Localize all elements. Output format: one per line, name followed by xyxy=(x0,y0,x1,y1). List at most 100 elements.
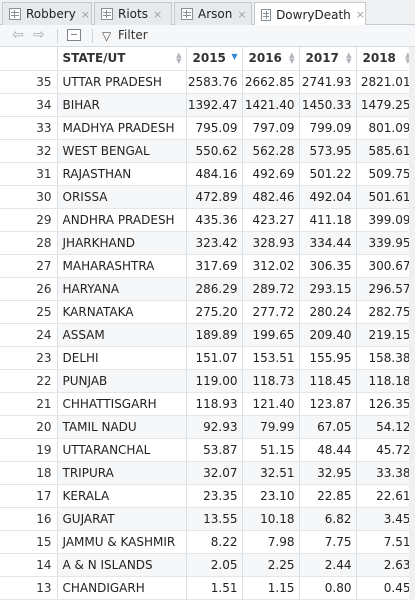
value-2015-cell: 286.29 xyxy=(186,277,242,300)
vertical-scrollbar[interactable] xyxy=(409,47,415,600)
value-2017-cell: 2741.93 xyxy=(299,70,356,93)
value-2018-cell: 509.75 xyxy=(356,162,415,185)
table-row: 35 UTTAR PRADESH 2583.76 2662.85 2741.93 2821… xyxy=(0,70,415,93)
value-2016-cell: 118.73 xyxy=(242,369,299,392)
state-cell: ANDHRA PRADESH xyxy=(57,208,186,231)
row-index-header xyxy=(0,47,57,70)
value-2015-cell: 484.16 xyxy=(186,162,242,185)
state-cell: CHANDIGARH xyxy=(57,576,186,599)
state-cell: WEST BENGAL xyxy=(57,139,186,162)
value-2016-cell: 1421.40 xyxy=(242,93,299,116)
close-icon[interactable]: × xyxy=(153,8,162,21)
table-row: 23 DELHI 151.07 153.51 155.95 158.38 xyxy=(0,346,415,369)
value-2017-cell: 67.05 xyxy=(299,415,356,438)
value-2016-cell: 1.15 xyxy=(242,576,299,599)
value-2018-cell: 7.51 xyxy=(356,530,415,553)
tab-label: DowryDeath xyxy=(276,8,351,22)
tab-robbery[interactable]: Robbery × xyxy=(2,2,92,25)
value-2016-cell: 482.46 xyxy=(242,185,299,208)
value-2017-cell: 293.15 xyxy=(299,277,356,300)
value-2015-cell: 92.93 xyxy=(186,415,242,438)
row-index-cell: 25 xyxy=(0,300,57,323)
filter-button[interactable]: Filter xyxy=(118,28,148,42)
value-2015-cell: 2.05 xyxy=(186,553,242,576)
row-index-cell: 16 xyxy=(0,507,57,530)
row-index-cell: 30 xyxy=(0,185,57,208)
value-2016-cell: 7.98 xyxy=(242,530,299,553)
state-cell: KARNATAKA xyxy=(57,300,186,323)
table-icon xyxy=(181,8,193,20)
row-index-cell: 19 xyxy=(0,438,57,461)
column-header-label: 2016 xyxy=(249,51,282,65)
tab-label: Arson xyxy=(198,7,232,21)
value-2017-cell: 0.80 xyxy=(299,576,356,599)
value-2016-cell: 562.28 xyxy=(242,139,299,162)
header-row: STATE/UT ▲ ▼ 2015 ▼ 2016 ▲ ▼ 2017 ▲ ▼ 2018 … xyxy=(0,47,415,70)
value-2016-cell: 277.72 xyxy=(242,300,299,323)
close-icon[interactable]: × xyxy=(81,8,90,21)
table-row: 18 TRIPURA 32.07 32.51 32.95 33.38 xyxy=(0,461,415,484)
value-2016-cell: 32.51 xyxy=(242,461,299,484)
tab-bar: Robbery × Riots × Arson × DowryDeath × xyxy=(0,0,415,25)
state-cell: UTTARANCHAL xyxy=(57,438,186,461)
row-index-cell: 26 xyxy=(0,277,57,300)
show-in-window-icon[interactable] xyxy=(67,29,81,41)
row-index-cell: 14 xyxy=(0,553,57,576)
column-header-label: STATE/UT xyxy=(63,51,126,65)
data-table: STATE/UT ▲ ▼ 2015 ▼ 2016 ▲ ▼ 2017 ▲ ▼ 2018 … xyxy=(0,47,415,600)
value-2017-cell: 118.45 xyxy=(299,369,356,392)
value-2017-cell: 32.95 xyxy=(299,461,356,484)
state-cell: GUJARAT xyxy=(57,507,186,530)
row-index-cell: 35 xyxy=(0,70,57,93)
value-2018-cell: 54.12 xyxy=(356,415,415,438)
arrow-left-icon[interactable]: ⇦ xyxy=(12,27,24,43)
state-cell: UTTAR PRADESH xyxy=(57,70,186,93)
table-row: 14 A & N ISLANDS 2.05 2.25 2.44 2.63 xyxy=(0,553,415,576)
column-header-2016[interactable]: 2016 ▲ ▼ xyxy=(242,47,299,70)
value-2018-cell: 585.61 xyxy=(356,139,415,162)
value-2015-cell: 189.89 xyxy=(186,323,242,346)
value-2015-cell: 13.55 xyxy=(186,507,242,530)
table-row: 32 WEST BENGAL 550.62 562.28 573.95 585.61 xyxy=(0,139,415,162)
tab-riots[interactable]: Riots × xyxy=(94,2,172,25)
tab-dowrydeath[interactable]: DowryDeath × xyxy=(254,2,366,26)
value-2015-cell: 550.62 xyxy=(186,139,242,162)
column-header-2017[interactable]: 2017 ▲ ▼ xyxy=(299,47,356,70)
value-2017-cell: 501.22 xyxy=(299,162,356,185)
close-icon[interactable]: × xyxy=(237,8,246,21)
value-2016-cell: 10.18 xyxy=(242,507,299,530)
state-cell: RAJASTHAN xyxy=(57,162,186,185)
state-cell: JAMMU & KASHMIR xyxy=(57,530,186,553)
table-row: 25 KARNATAKA 275.20 277.72 280.24 282.75 xyxy=(0,300,415,323)
value-2016-cell: 79.99 xyxy=(242,415,299,438)
row-index-cell: 22 xyxy=(0,369,57,392)
table-row: 24 ASSAM 189.89 199.65 209.40 219.15 xyxy=(0,323,415,346)
row-index-cell: 27 xyxy=(0,254,57,277)
column-header-state[interactable]: STATE/UT ▲ ▼ xyxy=(57,47,186,70)
value-2017-cell: 573.95 xyxy=(299,139,356,162)
value-2015-cell: 275.20 xyxy=(186,300,242,323)
value-2015-cell: 317.69 xyxy=(186,254,242,277)
tab-arson[interactable]: Arson × xyxy=(174,2,252,25)
state-cell: ORISSA xyxy=(57,185,186,208)
funnel-icon[interactable]: ▽ xyxy=(102,29,111,43)
table-row: 27 MAHARASHTRA 317.69 312.02 306.35 300.67 xyxy=(0,254,415,277)
value-2015-cell: 32.07 xyxy=(186,461,242,484)
column-header-2015[interactable]: 2015 ▼ xyxy=(186,47,242,70)
arrow-right-icon[interactable]: ⇨ xyxy=(33,27,45,43)
state-cell: TAMIL NADU xyxy=(57,415,186,438)
value-2015-cell: 1.51 xyxy=(186,576,242,599)
value-2017-cell: 1450.33 xyxy=(299,93,356,116)
value-2015-cell: 472.89 xyxy=(186,185,242,208)
value-2016-cell: 328.93 xyxy=(242,231,299,254)
table-row: 26 HARYANA 286.29 289.72 293.15 296.57 xyxy=(0,277,415,300)
table-icon xyxy=(9,8,21,20)
state-cell: CHHATTISGARH xyxy=(57,392,186,415)
close-icon[interactable]: × xyxy=(356,8,365,21)
value-2016-cell: 199.65 xyxy=(242,323,299,346)
state-cell: DELHI xyxy=(57,346,186,369)
value-2018-cell: 118.18 xyxy=(356,369,415,392)
state-cell: PUNJAB xyxy=(57,369,186,392)
column-header-2018[interactable]: 2018 ▲ ▼ xyxy=(356,47,415,70)
column-header-label: 2017 xyxy=(306,51,339,65)
